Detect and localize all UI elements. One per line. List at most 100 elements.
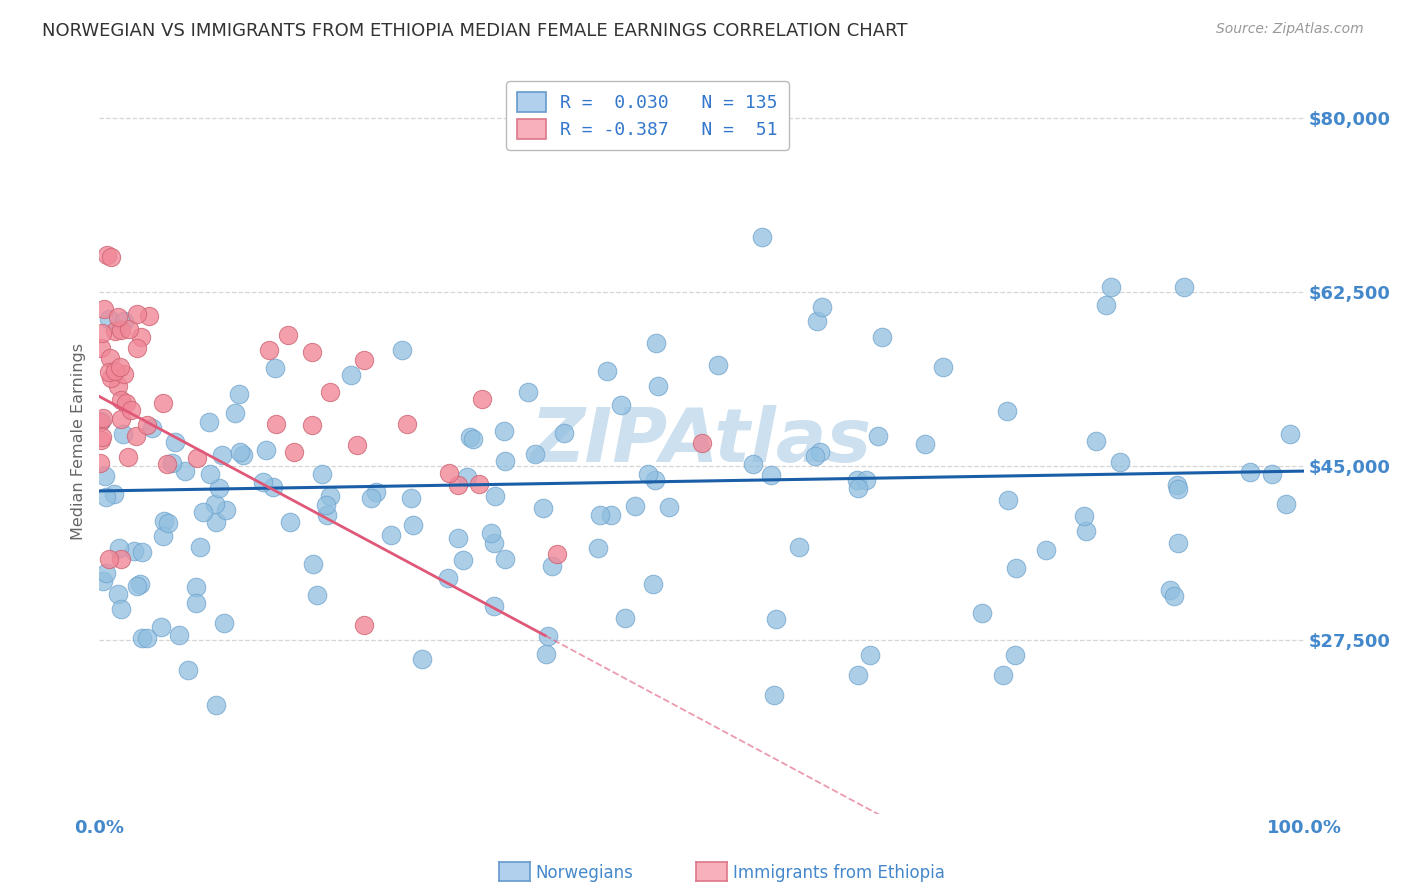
- Point: [846, 481, 869, 495]
- Y-axis label: Median Female Earnings: Median Female Earnings: [72, 343, 86, 540]
- Point: [1167, 535, 1189, 549]
- Point: [252, 475, 274, 490]
- Point: [318, 385, 340, 400]
- Point: [125, 579, 148, 593]
- Point: [447, 531, 470, 545]
- Point: [494, 551, 516, 566]
- Point: [997, 493, 1019, 508]
- Point: [803, 449, 825, 463]
- Point: [346, 438, 368, 452]
- Point: [360, 491, 382, 506]
- Point: [690, 435, 713, 450]
- Text: NORWEGIAN VS IMMIGRANTS FROM ETHIOPIA MEDIAN FEMALE EARNINGS CORRELATION CHART: NORWEGIAN VS IMMIGRANTS FROM ETHIOPIA ME…: [42, 22, 908, 40]
- Point: [184, 596, 207, 610]
- Point: [91, 430, 114, 444]
- Point: [763, 688, 786, 702]
- Point: [104, 364, 127, 378]
- Point: [165, 434, 187, 449]
- Point: [859, 648, 882, 662]
- Point: [107, 310, 129, 324]
- Point: [136, 631, 159, 645]
- Point: [98, 351, 121, 365]
- Point: [751, 230, 773, 244]
- Point: [91, 326, 114, 340]
- Point: [644, 473, 666, 487]
- Point: [112, 314, 135, 328]
- Text: Source: ZipAtlas.com: Source: ZipAtlas.com: [1216, 22, 1364, 37]
- Point: [186, 450, 208, 465]
- Point: [315, 498, 337, 512]
- Point: [114, 396, 136, 410]
- Point: [188, 540, 211, 554]
- Point: [120, 402, 142, 417]
- Point: [108, 360, 131, 375]
- Point: [1108, 455, 1130, 469]
- Point: [100, 251, 122, 265]
- Point: [280, 516, 302, 530]
- Point: [1005, 561, 1028, 575]
- Point: [117, 450, 139, 464]
- Point: [283, 445, 305, 459]
- Point: [484, 599, 506, 613]
- Point: [94, 566, 117, 581]
- Point: [596, 364, 619, 378]
- Point: [93, 469, 115, 483]
- Text: ZIPAtlas: ZIPAtlas: [531, 405, 872, 478]
- Point: [811, 300, 834, 314]
- Point: [1095, 298, 1118, 312]
- Point: [110, 411, 132, 425]
- Point: [212, 615, 235, 630]
- Point: [765, 612, 787, 626]
- Point: [112, 427, 135, 442]
- Point: [1173, 280, 1195, 294]
- Point: [96, 248, 118, 262]
- Point: [301, 345, 323, 359]
- Point: [131, 545, 153, 559]
- Point: [208, 481, 231, 495]
- Point: [353, 353, 375, 368]
- Point: [97, 311, 120, 326]
- Point: [205, 698, 228, 712]
- Point: [995, 403, 1018, 417]
- Point: [624, 500, 647, 514]
- Point: [193, 505, 215, 519]
- Point: [1261, 467, 1284, 482]
- Point: [97, 552, 120, 566]
- Point: [152, 396, 174, 410]
- Point: [523, 447, 546, 461]
- Point: [108, 541, 131, 555]
- Point: [232, 448, 254, 462]
- Point: [970, 606, 993, 620]
- Point: [340, 368, 363, 382]
- Point: [647, 379, 669, 393]
- Point: [437, 571, 460, 585]
- Point: [91, 574, 114, 589]
- Point: [495, 454, 517, 468]
- Point: [658, 500, 681, 514]
- Point: [1279, 427, 1302, 442]
- Point: [914, 437, 936, 451]
- Point: [742, 457, 765, 471]
- Point: [264, 361, 287, 376]
- Point: [645, 336, 668, 351]
- Point: [157, 516, 180, 530]
- Point: [600, 508, 623, 522]
- Point: [537, 629, 560, 643]
- Point: [932, 359, 955, 374]
- Point: [848, 668, 870, 682]
- Point: [533, 500, 555, 515]
- Point: [91, 410, 114, 425]
- Point: [110, 552, 132, 566]
- Point: [254, 443, 277, 458]
- Point: [706, 358, 728, 372]
- Point: [1239, 466, 1261, 480]
- Point: [311, 467, 333, 481]
- Point: [94, 490, 117, 504]
- Point: [211, 448, 233, 462]
- Point: [197, 415, 219, 429]
- Point: [437, 467, 460, 481]
- Point: [391, 343, 413, 358]
- Point: [855, 473, 877, 487]
- Point: [167, 628, 190, 642]
- Point: [353, 618, 375, 632]
